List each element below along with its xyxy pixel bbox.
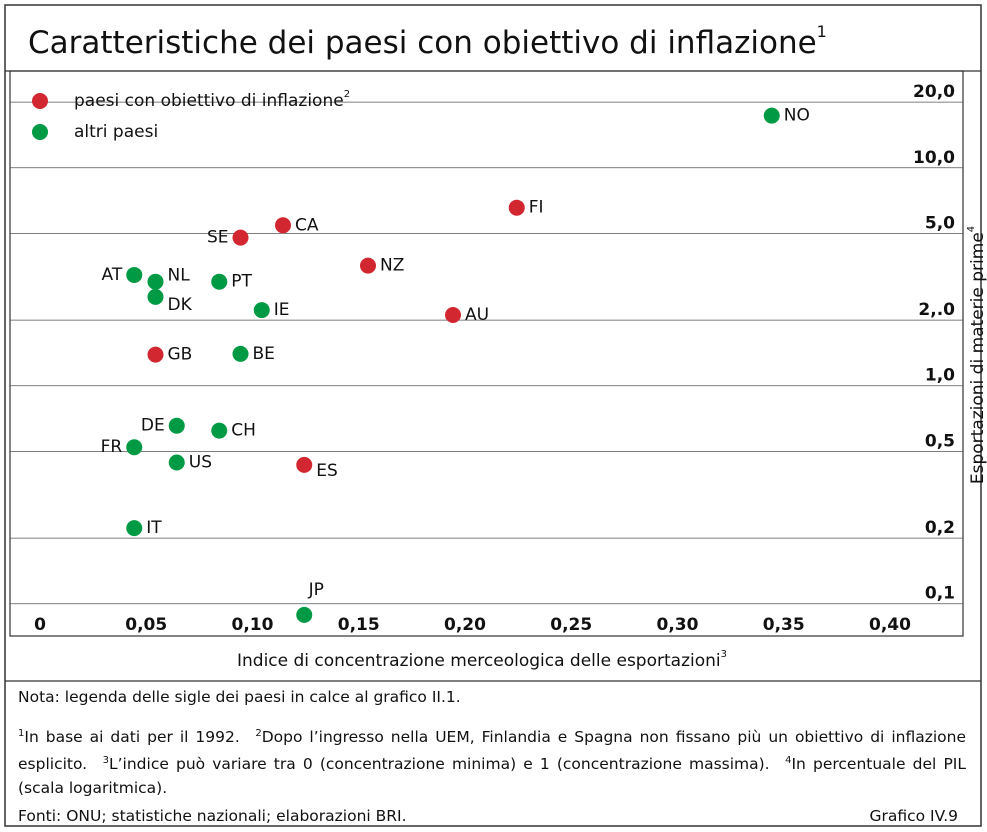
legend-sup: 2 xyxy=(344,89,350,100)
x-tick-label: 0 xyxy=(34,615,46,635)
point xyxy=(126,266,143,283)
point xyxy=(211,422,228,439)
point xyxy=(147,346,164,363)
x-tick-label: 0,05 xyxy=(125,615,167,635)
point-label: IT xyxy=(146,518,162,538)
footnote-text: In percentuale del PIL (scala logaritmic… xyxy=(18,755,966,798)
chart-title: Caratteristiche dei paesi con obiettivo … xyxy=(28,22,827,61)
point-label: JP xyxy=(308,580,324,600)
point-label: GB xyxy=(168,345,193,365)
y-tick-label: 5,0 xyxy=(925,213,955,233)
xlabel-sup: 3 xyxy=(721,649,727,660)
point xyxy=(360,257,376,274)
x-tick-label: 0,35 xyxy=(763,615,805,635)
point-label: ES xyxy=(316,461,338,481)
footnote-number: 1 xyxy=(18,728,25,739)
x-tick-label: 0,20 xyxy=(444,615,486,635)
y-tick-label: 2,.0 xyxy=(918,300,955,320)
point xyxy=(296,606,313,623)
point-label: DE xyxy=(141,416,165,436)
x-axis-label: Indice di concentrazione merceologica de… xyxy=(237,649,727,671)
point-label: NL xyxy=(168,266,191,286)
point xyxy=(763,107,780,124)
y-tick-label: 0,5 xyxy=(925,431,955,451)
y-tick-label: 0,2 xyxy=(925,518,955,538)
point-label: FR xyxy=(101,437,123,457)
point xyxy=(275,217,291,234)
footnotes: 1In base ai dati per il 1992. 2Dopo l’in… xyxy=(18,722,966,800)
legend-label: altri paesi xyxy=(74,122,158,142)
point xyxy=(126,439,143,456)
footnote-number: 2 xyxy=(255,728,262,739)
footnote-text: In base ai dati per il 1992. xyxy=(24,728,240,747)
figure-number: Grafico IV.9 xyxy=(869,807,958,825)
point xyxy=(211,273,228,290)
point xyxy=(168,417,185,434)
note: Nota: legenda delle sigle dei paesi in c… xyxy=(18,688,461,706)
x-tick-label: 0,30 xyxy=(657,615,699,635)
source: Fonti: ONU; statistiche nazionali; elabo… xyxy=(18,807,407,825)
x-tick-label: 0,10 xyxy=(232,615,274,635)
plot-frame xyxy=(9,70,964,637)
x-tick-label: 0,40 xyxy=(869,615,911,635)
y-tick-label: 0,1 xyxy=(925,584,955,604)
point-label: AU xyxy=(465,305,489,325)
point-label: FI xyxy=(529,198,544,218)
point xyxy=(232,345,249,362)
legend-marker xyxy=(32,124,48,140)
xlabel-text: Indice di concentrazione merceologica de… xyxy=(237,651,721,671)
point xyxy=(147,288,164,305)
point xyxy=(253,302,270,319)
legend-text: paesi con obiettivo di inflazione xyxy=(74,91,344,111)
point-label: US xyxy=(189,452,212,472)
footnote-text: Dopo l’ingresso nella UEM, Finlandia e S… xyxy=(18,728,966,774)
footnote-number: 4 xyxy=(785,755,792,767)
point-label: IE xyxy=(274,300,290,320)
point-label: SE xyxy=(207,228,229,248)
point xyxy=(445,306,461,323)
point-label: PT xyxy=(231,272,252,292)
y-axis-label: Esportazioni di materie prime4 xyxy=(966,226,987,484)
point xyxy=(126,520,143,537)
point-label: NZ xyxy=(380,256,404,276)
point xyxy=(232,229,249,246)
point-label: CA xyxy=(295,215,319,235)
point xyxy=(508,199,525,216)
outer-frame xyxy=(4,4,982,827)
ylabel-sup: 4 xyxy=(966,226,977,232)
x-tick-label: 0,15 xyxy=(338,615,380,635)
x-tick-label: 0,25 xyxy=(550,615,592,635)
point-label: BE xyxy=(253,344,275,364)
point-label: NO xyxy=(784,106,810,126)
point-label: DK xyxy=(168,295,193,315)
y-tick-label: 1,0 xyxy=(925,366,955,386)
footnote-text: L’indice può variare tra 0 (concentrazio… xyxy=(108,755,770,774)
y-tick-label: 20,0 xyxy=(913,82,955,102)
y-tick-label: 10,0 xyxy=(913,148,955,168)
point-label: CH xyxy=(231,421,256,441)
title-sup: 1 xyxy=(817,22,827,41)
legend-label: paesi con obiettivo di inflazione2 xyxy=(74,89,350,111)
legend-marker xyxy=(32,93,48,109)
ylabel-text: Esportazioni di materie prime xyxy=(968,232,987,484)
point xyxy=(168,454,185,471)
point xyxy=(147,273,164,290)
footnote-number: 3 xyxy=(102,755,109,767)
legend-text: altri paesi xyxy=(74,122,158,142)
title-text: Caratteristiche dei paesi con obiettivo … xyxy=(28,25,817,61)
point-label: AT xyxy=(102,265,123,285)
point xyxy=(296,456,313,473)
